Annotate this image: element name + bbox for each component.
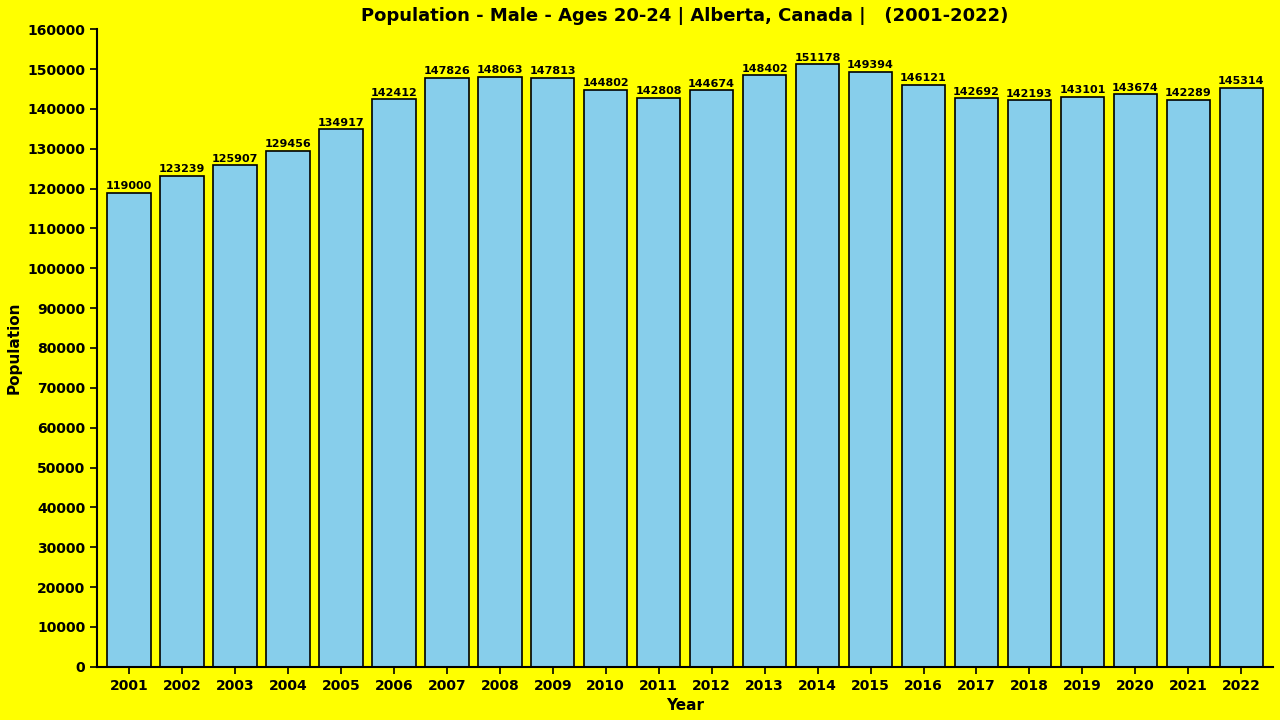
Bar <box>902 84 945 667</box>
Text: 144674: 144674 <box>689 78 735 89</box>
Text: 147826: 147826 <box>424 66 470 76</box>
Bar <box>584 90 627 667</box>
Text: 125907: 125907 <box>211 153 259 163</box>
Text: 142808: 142808 <box>635 86 682 96</box>
Text: 123239: 123239 <box>159 164 205 174</box>
Text: 142193: 142193 <box>1006 89 1052 99</box>
Text: 134917: 134917 <box>317 117 365 127</box>
Bar <box>425 78 468 667</box>
Bar <box>742 76 786 667</box>
Text: 142289: 142289 <box>1165 89 1212 98</box>
Bar <box>214 165 257 667</box>
Text: 145314: 145314 <box>1219 76 1265 86</box>
Text: 142412: 142412 <box>370 88 417 98</box>
Bar <box>1220 88 1263 667</box>
Bar <box>266 151 310 667</box>
Text: 148402: 148402 <box>741 64 788 74</box>
Bar <box>637 98 681 667</box>
Bar <box>531 78 575 667</box>
Bar <box>319 129 362 667</box>
Bar <box>1061 96 1105 667</box>
Bar <box>690 90 733 667</box>
Text: 143674: 143674 <box>1112 83 1158 93</box>
Text: 151178: 151178 <box>795 53 841 63</box>
Bar <box>108 193 151 667</box>
Text: 146121: 146121 <box>900 73 947 83</box>
Text: 144802: 144802 <box>582 78 628 89</box>
Text: 149394: 149394 <box>847 60 893 70</box>
Title: Population - Male - Ages 20-24 | Alberta, Canada |   (2001-2022): Population - Male - Ages 20-24 | Alberta… <box>361 7 1009 25</box>
Text: 142692: 142692 <box>954 86 1000 96</box>
Text: 143101: 143101 <box>1060 85 1106 95</box>
Text: 119000: 119000 <box>106 181 152 191</box>
Text: 147813: 147813 <box>530 66 576 76</box>
Bar <box>1166 100 1210 667</box>
Bar <box>796 64 840 667</box>
Bar <box>1007 100 1051 667</box>
X-axis label: Year: Year <box>666 698 704 713</box>
Text: 148063: 148063 <box>476 66 524 75</box>
Bar <box>849 71 892 667</box>
Bar <box>479 77 521 667</box>
Text: 129456: 129456 <box>265 140 311 149</box>
Bar <box>1114 94 1157 667</box>
Bar <box>372 99 416 667</box>
Bar <box>160 176 204 667</box>
Bar <box>955 98 998 667</box>
Y-axis label: Population: Population <box>6 302 22 395</box>
